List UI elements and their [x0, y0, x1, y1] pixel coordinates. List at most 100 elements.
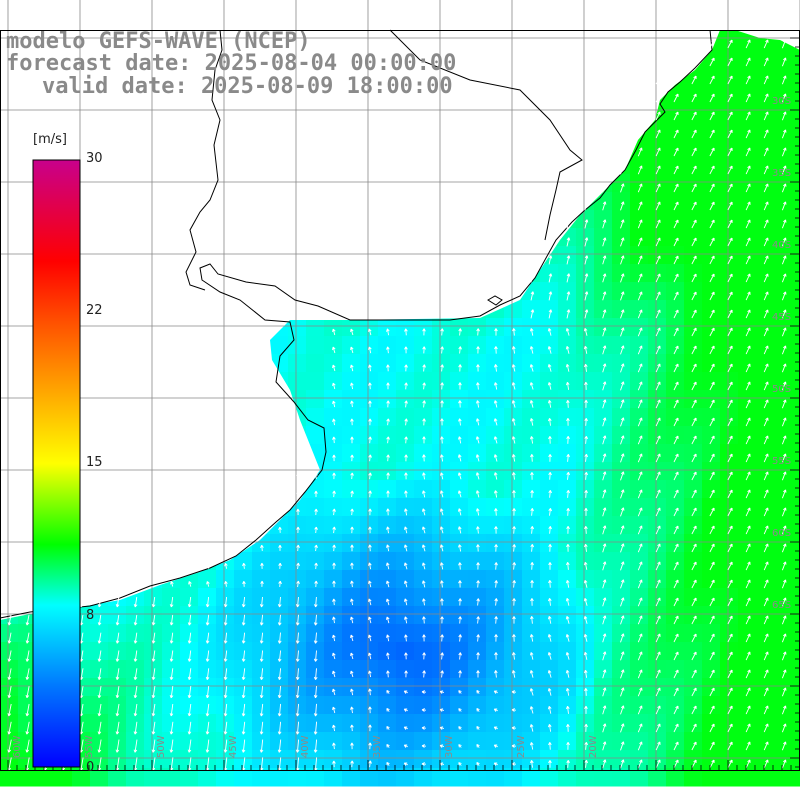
wind-arrow: [512, 562, 517, 570]
field-cell: [144, 678, 163, 697]
wind-arrow: [368, 328, 372, 336]
wind-arrow: [673, 147, 679, 157]
field-cell: [792, 498, 800, 517]
wind-arrow: [169, 632, 174, 644]
wind-arrow: [529, 724, 534, 732]
field-cell: [576, 588, 595, 607]
wind-arrow: [602, 399, 607, 409]
wind-arrow: [332, 760, 336, 768]
wind-arrow: [763, 39, 769, 49]
field-cell: [288, 768, 307, 787]
field-cell: [306, 426, 325, 445]
wind-arrow: [691, 615, 697, 625]
colorbar-unit: [m/s]: [33, 132, 67, 147]
wind-arrow: [709, 345, 715, 355]
field-cell: [504, 444, 523, 463]
field-cell: [540, 588, 559, 607]
wind-arrow: [781, 57, 787, 67]
wind-arrow: [565, 688, 570, 696]
field-cell: [144, 696, 163, 715]
wind-arrow: [709, 165, 715, 175]
field-cell: [792, 462, 800, 481]
wind-arrow: [655, 399, 661, 409]
wind-arrow: [386, 743, 390, 748]
field-cell: [756, 642, 775, 661]
wind-arrow: [440, 346, 444, 354]
field-cell: [324, 624, 343, 643]
field-cell: [486, 318, 505, 337]
field-cell: [648, 588, 667, 607]
field-cell: [234, 588, 253, 607]
wind-arrow: [512, 490, 516, 498]
field-cell: [378, 624, 397, 643]
field-cell: [486, 534, 505, 553]
wind-arrow: [458, 670, 462, 678]
wind-arrow: [440, 580, 444, 588]
field-cell: [450, 750, 469, 769]
field-cell: [144, 768, 163, 787]
field-cell: [540, 444, 559, 463]
field-cell: [774, 696, 793, 715]
wind-arrow: [313, 650, 318, 662]
field-cell: [558, 426, 577, 445]
wind-arrow: [511, 690, 517, 694]
field-cell: [0, 660, 19, 679]
wind-arrow: [25, 668, 30, 680]
wind-arrow: [421, 744, 427, 748]
field-cell: [504, 732, 523, 751]
field-cell: [666, 678, 685, 697]
field-cell: [306, 624, 325, 643]
field-cell: [396, 408, 415, 427]
wind-arrow: [223, 596, 228, 608]
field-cell: [414, 480, 433, 499]
field-cell: [792, 642, 800, 661]
wind-arrow: [458, 634, 462, 642]
field-cell: [648, 552, 667, 571]
field-cell: [774, 264, 793, 283]
field-cell: [612, 570, 631, 589]
wind-arrow: [404, 508, 408, 516]
field-cell: [684, 246, 703, 265]
field-cell: [594, 480, 613, 499]
wind-arrow: [476, 689, 480, 694]
wind-arrow: [169, 686, 174, 699]
field-cell: [774, 516, 793, 535]
field-cell: [522, 480, 541, 499]
wind-arrow: [205, 739, 210, 753]
wind-arrow: [709, 381, 715, 391]
field-cell: [306, 732, 325, 751]
wind-arrow: [151, 703, 156, 717]
field-cell: [684, 390, 703, 409]
field-cell: [342, 498, 361, 517]
wind-arrow: [583, 633, 588, 642]
wind-arrow: [332, 724, 336, 732]
wind-arrow: [277, 703, 282, 717]
valid-date: valid date: 2025-08-09 18:00:00: [42, 74, 453, 99]
wind-arrow: [673, 237, 679, 247]
field-cell: [558, 264, 577, 283]
wind-arrow: [709, 363, 715, 373]
wind-arrow: [709, 57, 715, 67]
field-cell: [414, 660, 433, 679]
lat-label-35S: 35S: [772, 168, 791, 179]
field-cell: [198, 768, 217, 787]
wind-arrow: [763, 759, 769, 769]
field-cell: [522, 678, 541, 697]
wind-arrow: [332, 400, 336, 408]
wind-arrow: [763, 507, 769, 517]
wind-arrow: [295, 650, 300, 662]
field-cell: [540, 624, 559, 643]
field-cell: [378, 768, 397, 787]
wind-arrow: [727, 237, 733, 247]
wind-arrow: [295, 721, 300, 735]
wind-arrow: [602, 363, 607, 373]
field-cell: [342, 606, 361, 625]
wind-arrow: [386, 634, 390, 642]
wind-arrow: [691, 597, 697, 607]
field-cell: [432, 732, 451, 751]
field-cell: [774, 642, 793, 661]
field-cell: [594, 552, 613, 571]
field-cell: [234, 660, 253, 679]
wind-arrow: [530, 454, 534, 462]
field-cell: [414, 642, 433, 661]
